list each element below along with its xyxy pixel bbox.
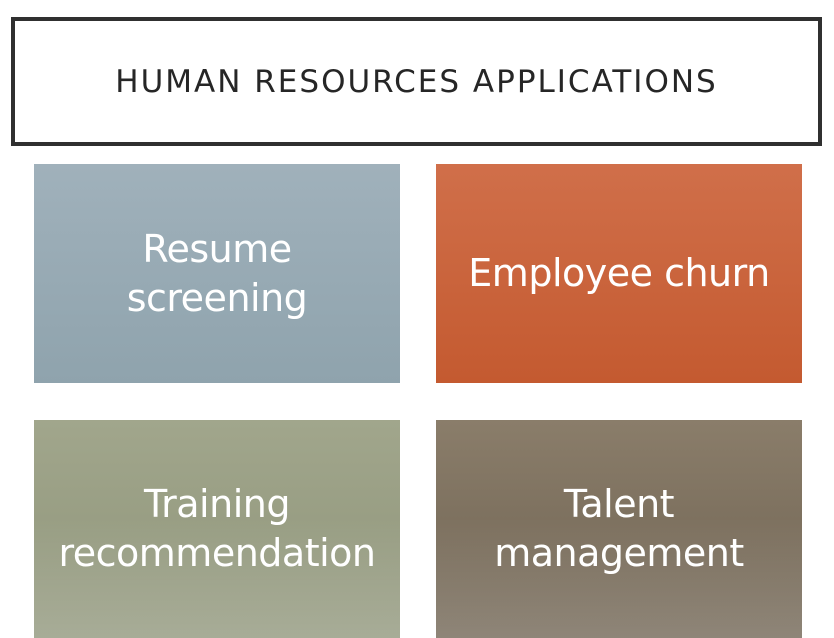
tile-employee-churn: Employee churn [436, 164, 802, 383]
tile-label-line: screening [126, 275, 308, 320]
tile-label-line: Talent [563, 482, 675, 526]
tile-training-recommendation: Training recommendation [34, 420, 400, 638]
tile-label: Talent management [494, 480, 744, 578]
tile-label: Resume screening [127, 225, 308, 323]
tile-label-line: Training [144, 482, 290, 526]
slide-title-box: HUMAN RESOURCES APPLICATIONS [11, 17, 822, 146]
tile-resume-screening: Resume screening [34, 164, 400, 383]
tile-label-line: recommendation [58, 531, 376, 575]
tile-label-line: Resume [142, 226, 292, 271]
tile-label-line: Employee churn [468, 251, 770, 295]
tile-label-line: management [494, 531, 744, 575]
slide-title: HUMAN RESOURCES APPLICATIONS [115, 63, 718, 100]
tile-talent-management: Talent management [436, 420, 802, 638]
tile-label: Employee churn [468, 249, 770, 298]
tile-label: Training recommendation [58, 480, 376, 578]
